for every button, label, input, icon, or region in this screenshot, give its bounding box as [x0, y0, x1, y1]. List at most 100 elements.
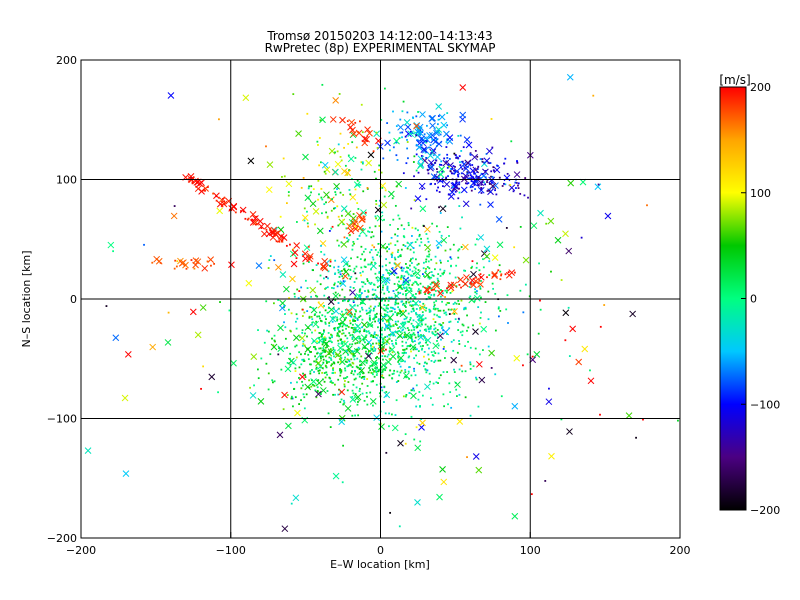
data-point	[399, 118, 402, 121]
data-point	[300, 387, 303, 390]
data-point	[369, 283, 372, 285]
data-point	[394, 295, 397, 297]
data-point	[290, 395, 293, 398]
data-point	[306, 287, 309, 290]
data-point-cross	[548, 452, 555, 460]
data-point	[303, 360, 306, 362]
data-point	[389, 328, 391, 331]
data-point	[373, 375, 376, 378]
data-point	[395, 125, 398, 128]
data-point	[402, 322, 405, 324]
data-point	[313, 371, 315, 373]
data-point	[336, 150, 339, 153]
data-point	[506, 172, 509, 175]
data-point	[677, 419, 679, 422]
data-point	[415, 115, 418, 118]
data-point-cross	[418, 135, 425, 143]
data-point-cross	[303, 244, 311, 252]
data-point	[296, 317, 299, 320]
data-point	[389, 369, 392, 372]
data-point	[337, 342, 340, 345]
data-point	[315, 361, 318, 363]
data-point	[446, 287, 448, 290]
data-point	[411, 284, 414, 286]
data-point	[413, 266, 416, 269]
data-point	[503, 182, 505, 185]
data-point	[376, 334, 379, 337]
data-point	[453, 152, 456, 155]
data-point-cross	[265, 186, 273, 194]
data-point	[404, 360, 406, 363]
data-point	[423, 225, 425, 227]
data-point-cross	[491, 270, 499, 278]
data-point	[439, 133, 442, 136]
data-point	[433, 361, 436, 364]
data-point	[428, 358, 430, 361]
data-point	[444, 289, 447, 292]
data-point	[548, 387, 550, 390]
data-point	[419, 134, 422, 136]
data-point	[395, 299, 397, 302]
data-point	[386, 122, 389, 124]
data-point	[361, 253, 364, 256]
data-point-cross	[433, 282, 441, 290]
data-point	[320, 187, 323, 190]
data-point-cross	[276, 431, 284, 439]
data-point	[347, 143, 350, 145]
data-point-cross	[291, 249, 299, 256]
data-point	[426, 325, 429, 328]
data-point-cross	[397, 123, 404, 131]
data-point-cross	[566, 73, 574, 81]
data-point	[311, 318, 314, 321]
data-point-cross	[414, 499, 421, 506]
data-point	[310, 295, 312, 298]
data-point	[391, 306, 394, 309]
data-point	[358, 289, 361, 292]
data-point	[464, 182, 467, 185]
data-point	[358, 234, 361, 237]
data-point	[416, 282, 418, 285]
data-point	[404, 290, 407, 292]
data-point	[384, 299, 387, 302]
data-point	[312, 383, 314, 386]
data-point	[372, 150, 375, 153]
data-point	[466, 314, 468, 317]
data-point	[487, 290, 490, 293]
data-point	[363, 378, 366, 380]
data-point	[395, 339, 397, 342]
data-point-cross	[309, 286, 317, 294]
data-point	[371, 256, 374, 259]
data-point	[295, 320, 297, 323]
data-point	[269, 255, 272, 257]
data-point	[348, 189, 351, 191]
data-point	[403, 323, 405, 326]
data-point	[440, 295, 442, 298]
data-point	[302, 343, 305, 345]
data-point	[218, 118, 220, 121]
data-point	[428, 253, 431, 256]
data-point-cross	[440, 478, 448, 486]
data-point	[375, 131, 378, 134]
data-point	[366, 187, 369, 190]
data-point	[358, 183, 361, 186]
data-point	[340, 322, 342, 325]
data-point	[265, 228, 268, 231]
data-point	[450, 257, 453, 260]
data-point	[354, 157, 357, 159]
data-point	[389, 318, 391, 321]
data-point	[269, 353, 272, 356]
data-point	[393, 369, 396, 372]
data-point	[471, 260, 474, 263]
data-point-cross	[189, 308, 197, 316]
data-point	[266, 329, 269, 332]
data-point	[395, 154, 398, 157]
data-point	[396, 234, 399, 237]
data-point	[462, 324, 465, 327]
data-point	[513, 271, 516, 274]
data-point	[420, 418, 423, 420]
data-point	[470, 267, 473, 269]
data-point	[326, 286, 329, 289]
data-point-cross	[289, 275, 296, 283]
data-point	[319, 274, 322, 277]
data-point	[337, 361, 340, 364]
